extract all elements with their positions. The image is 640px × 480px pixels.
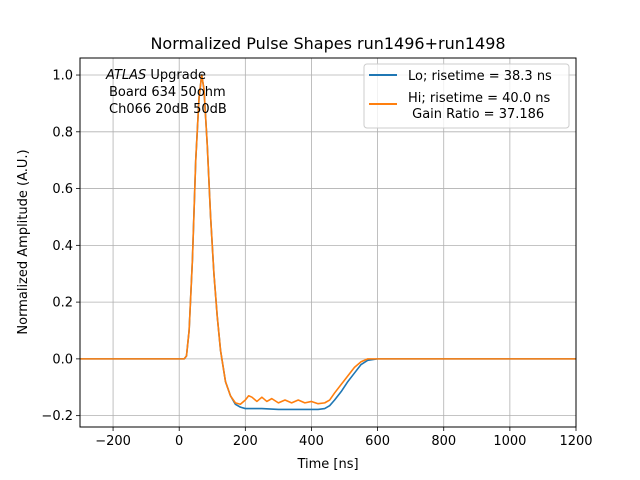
x-tick-label: −200: [95, 434, 131, 449]
x-tick-label: 600: [365, 434, 390, 449]
y-tick-label: 0.2: [52, 296, 73, 311]
ticks: −200 0 200 400 600 800 1000 1200 −0.2 0.0 0.2 0.4 0.…: [41, 69, 592, 449]
legend-label-line: Gain Ratio = 37.186: [408, 107, 544, 122]
chart-title: Normalized Pulse Shapes run1496+run1498: [150, 34, 505, 53]
legend-label-line: Lo; risetime = 38.3 ns: [408, 69, 552, 84]
annotation-line-3: Ch066 20dB 50dB: [109, 102, 227, 117]
annotation-line-1: ATLAS Upgrade: [105, 68, 206, 83]
x-tick-label: 800: [431, 434, 456, 449]
y-tick-label: 1.0: [52, 69, 73, 84]
y-tick-label: 0.8: [52, 125, 73, 140]
annotation-upgrade: Upgrade: [146, 68, 206, 83]
legend-label-lo: Lo; risetime = 38.3 ns: [408, 69, 552, 84]
x-tick-label: 200: [233, 434, 258, 449]
y-tick-label: 0.0: [52, 352, 73, 367]
x-axis-label: Time [ns]: [296, 457, 358, 472]
axes-frame: [79, 57, 577, 428]
y-tick-label: −0.2: [41, 409, 73, 424]
atlas-label: ATLAS: [105, 68, 146, 83]
legend: Lo; risetime = 38.3 ns Hi; risetime = 40…: [363, 63, 570, 129]
x-tick-label: 1000: [493, 434, 526, 449]
x-tick-label: 400: [299, 434, 324, 449]
annotation: ATLAS Upgrade Board 634 50ohm Ch066 20dB…: [105, 68, 227, 117]
legend-label-line: Hi; risetime = 40.0 ns: [408, 91, 550, 106]
legend-box: [363, 63, 570, 129]
y-axis-label: Normalized Amplitude (A.U.): [16, 149, 31, 334]
y-tick-label: 0.4: [52, 239, 73, 254]
y-tick-label: 0.6: [52, 182, 73, 197]
series-layer: [80, 74, 576, 411]
x-tick-label: 0: [175, 434, 183, 449]
series-line-hi: [80, 74, 576, 406]
legend-label-hi: Hi; risetime = 40.0 ns Gain Ratio = 37.1…: [408, 91, 550, 122]
x-tick-label: 1200: [559, 434, 592, 449]
annotation-line-2: Board 634 50ohm: [109, 85, 226, 100]
